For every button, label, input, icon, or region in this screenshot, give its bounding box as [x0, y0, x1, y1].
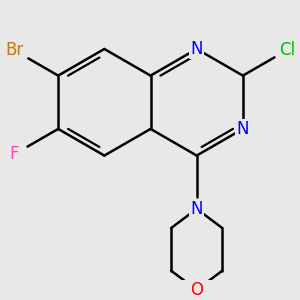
Text: N: N [190, 40, 203, 58]
Text: N: N [190, 200, 203, 218]
Text: O: O [190, 281, 203, 299]
Text: N: N [237, 120, 249, 138]
Text: Cl: Cl [279, 41, 295, 59]
Text: F: F [10, 145, 19, 163]
Text: Br: Br [5, 41, 23, 59]
